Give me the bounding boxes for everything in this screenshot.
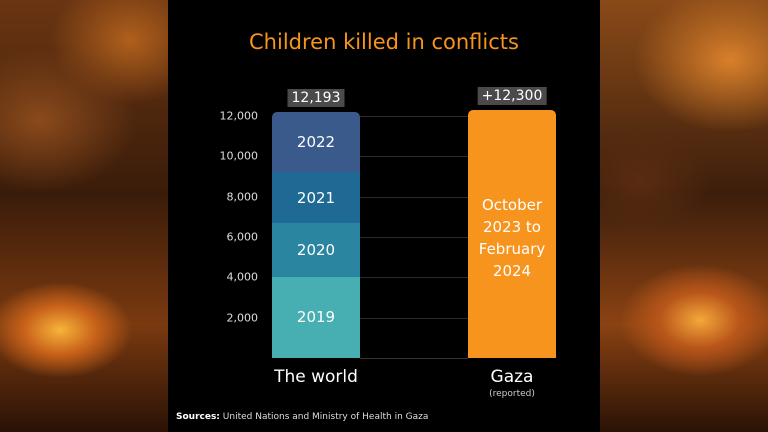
fire-smoke-background-left bbox=[0, 0, 168, 432]
gaza-period-line: February bbox=[478, 239, 546, 258]
source-note: Sources: United Nations and Ministry of … bbox=[176, 412, 428, 422]
y-tick-label: 12,000 bbox=[219, 109, 259, 123]
source-prefix: Sources: bbox=[176, 412, 220, 422]
source-text: United Nations and Ministry of Health in… bbox=[222, 412, 429, 422]
chart-title: Children killed in conflicts bbox=[249, 30, 519, 54]
gridline bbox=[360, 196, 468, 198]
segment-2020: 2020 bbox=[272, 223, 360, 277]
x-label-the-world: The world bbox=[274, 367, 358, 387]
x-label-gaza: Gaza bbox=[490, 367, 534, 387]
y-tick-label: 4,000 bbox=[226, 270, 259, 284]
gridline bbox=[360, 317, 468, 319]
world-total-label: 12,193 bbox=[287, 89, 345, 108]
baseline bbox=[360, 358, 468, 359]
fire-smoke-background-right bbox=[600, 0, 768, 432]
gaza-period-line: 2023 to bbox=[482, 217, 541, 236]
gaza-reported-note: (reported) bbox=[489, 389, 535, 399]
gridline bbox=[360, 116, 468, 117]
y-tick-label: 10,000 bbox=[219, 149, 259, 163]
y-tick-label: 6,000 bbox=[226, 230, 259, 244]
gridline bbox=[360, 237, 468, 238]
segment-2022: 2022 bbox=[272, 112, 360, 173]
gridline bbox=[360, 156, 468, 158]
gaza-period-label: October 2023 to February 2024 bbox=[468, 194, 556, 282]
segment-2019: 2019 bbox=[272, 276, 360, 358]
gridline bbox=[360, 277, 468, 279]
bar-gaza: October 2023 to February 2024 bbox=[468, 109, 556, 358]
gaza-period-line: October bbox=[481, 195, 543, 214]
chart-panel: Children killed in conflicts 2,000 4,000 6… bbox=[168, 0, 600, 432]
gaza-total-label: +12,300 bbox=[477, 86, 547, 105]
y-tick-label: 2,000 bbox=[226, 311, 259, 325]
y-tick-label: 8,000 bbox=[226, 190, 259, 204]
gaza-period-line: 2024 bbox=[492, 261, 532, 280]
bar-the-world: 2019 2020 2021 2022 bbox=[272, 112, 360, 358]
segment-2021: 2021 bbox=[272, 172, 360, 223]
